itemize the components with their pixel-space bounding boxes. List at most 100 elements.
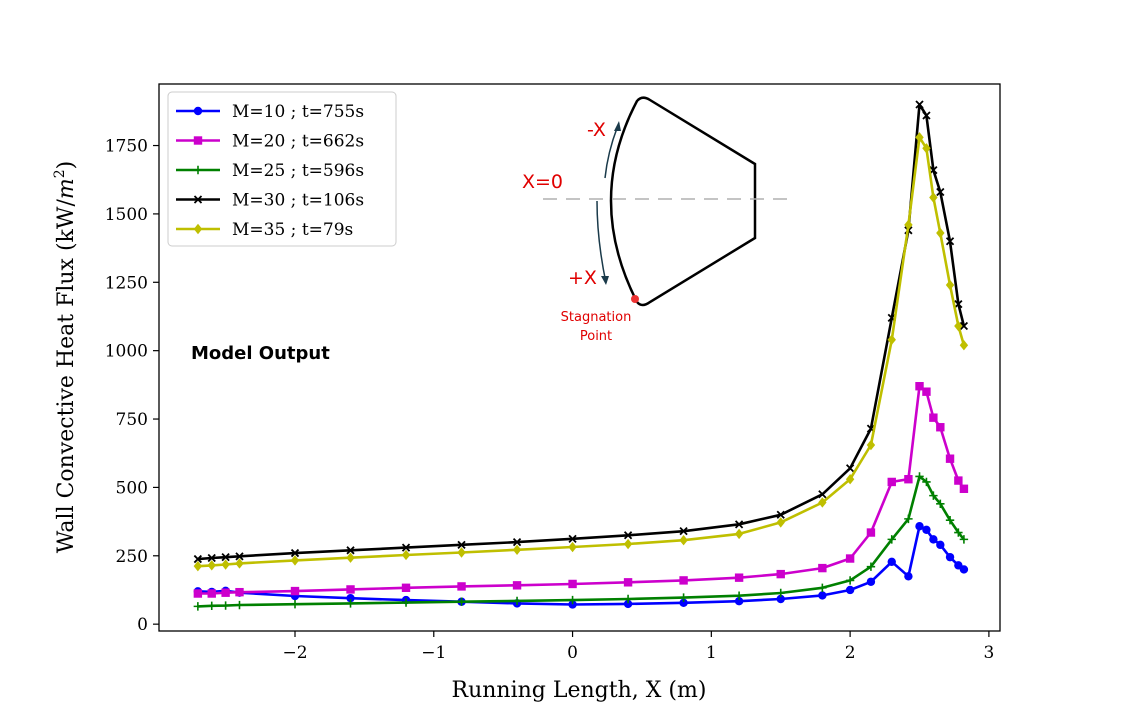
data-point: [207, 553, 216, 563]
series-5: [193, 132, 969, 572]
plus-x-arrowhead: [601, 276, 609, 285]
data-point: [887, 334, 896, 345]
y-tick-label: 500: [116, 478, 148, 498]
y-tick-label: 1750: [105, 137, 148, 157]
data-point: [904, 475, 913, 484]
data-point: [346, 552, 355, 563]
legend: M=10 ; t=755s M=20 ; t=662s M=25 ; t=596s M…: [167, 91, 397, 247]
legend-label: M=35 ; t=79s: [232, 220, 353, 240]
x-tick-label: 2: [845, 643, 856, 663]
data-point: [235, 587, 244, 597]
data-point: [959, 535, 969, 544]
data-point: [193, 602, 203, 611]
data-point: [959, 484, 969, 493]
data-point: [290, 586, 300, 596]
data-point: [915, 132, 924, 143]
data-point: [776, 569, 785, 579]
stagnation-point-marker: [631, 295, 639, 303]
data-point: [922, 143, 931, 154]
data-point: [776, 510, 785, 519]
data-point: [887, 557, 896, 567]
y-axis: 0 250 500 750 1000 1250 1500 1750: [105, 137, 159, 635]
data-point: [954, 476, 963, 485]
stagnation-label-line1: Stagnation: [561, 310, 632, 325]
data-point: [734, 573, 744, 582]
legend-label: M=10 ; t=755s: [232, 102, 364, 122]
series-line: [197, 475, 965, 608]
y-tick-label: 1500: [105, 205, 148, 225]
x0-label: X=0: [522, 171, 563, 193]
data-point: [866, 439, 876, 451]
data-point: [457, 540, 466, 549]
x-axis-label: Running Length, X (m): [452, 678, 707, 703]
data-point: [734, 591, 744, 600]
data-point: [904, 572, 913, 581]
data-point: [776, 588, 785, 598]
data-point: [346, 593, 355, 603]
data-point: [959, 565, 969, 574]
data-point: [845, 585, 855, 595]
data-point: [568, 579, 577, 589]
data-point: [887, 477, 896, 487]
stagnation-label-line2: Point: [580, 329, 612, 344]
data-point: [568, 541, 577, 553]
data-point: [945, 279, 955, 291]
data-point: [866, 528, 876, 537]
data-point: [845, 554, 855, 563]
data-point: [221, 553, 230, 562]
capsule-outline: [609, 96, 757, 307]
data-point: [207, 560, 216, 571]
data-point: [679, 534, 688, 546]
legend-marker: [193, 195, 203, 204]
data-point: [193, 560, 203, 572]
data-point: [776, 517, 785, 528]
data-point: [904, 514, 913, 524]
data-point: [401, 549, 411, 561]
data-point: [945, 454, 955, 463]
data-point: [734, 596, 744, 606]
data-point: [235, 552, 244, 561]
data-point: [679, 576, 688, 585]
y-tick-label: 1250: [105, 273, 148, 293]
data-point: [193, 554, 202, 564]
data-point: [845, 464, 855, 473]
data-point: [845, 474, 855, 485]
plus-x-label: +X: [568, 267, 597, 289]
data-point: [568, 534, 577, 543]
data-point: [929, 491, 938, 500]
legend-marker: [193, 223, 203, 235]
legend-marker: [193, 165, 203, 175]
data-point: [734, 520, 744, 529]
data-point: [887, 535, 896, 544]
data-point: [945, 516, 955, 525]
data-point: [623, 594, 633, 604]
legend-label: M=20 ; t=662s: [232, 132, 364, 152]
data-point: [936, 187, 945, 197]
data-point: [679, 593, 688, 602]
data-point: [290, 555, 300, 566]
x-tick-label: −1: [421, 643, 446, 663]
data-point: [818, 563, 827, 573]
data-point: [290, 548, 300, 558]
data-point: [457, 582, 466, 591]
y-tick-label: 250: [116, 547, 148, 567]
data-point: [207, 589, 216, 598]
data-point: [954, 320, 963, 332]
data-point: [457, 597, 466, 606]
data-point: [207, 601, 216, 611]
data-point: [845, 576, 855, 585]
data-point: [929, 192, 938, 203]
inset-diagram: -X X=0 +X Stagnation Point: [522, 96, 790, 344]
data-point: [818, 490, 827, 499]
data-point: [623, 531, 633, 540]
data-point: [945, 237, 955, 246]
data-point: [954, 300, 963, 309]
series-line: [197, 136, 966, 568]
data-point: [512, 544, 522, 555]
data-point: [922, 387, 931, 396]
data-point: [568, 595, 577, 605]
data-point: [568, 600, 577, 609]
data-point: [221, 588, 230, 597]
legend-label: M=30 ; t=106s: [232, 191, 364, 211]
